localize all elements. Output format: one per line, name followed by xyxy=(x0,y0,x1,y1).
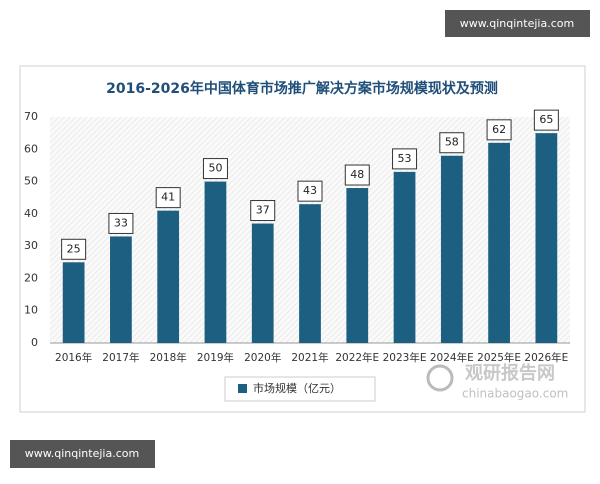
watermark-box xyxy=(10,440,155,468)
legend-label: 市场规模（亿元） xyxy=(253,381,341,395)
bar xyxy=(157,210,180,343)
logo-icon xyxy=(426,364,454,392)
chart-title: 2016-2026年中国体育市场推广解决方案市场规模现状及预测 xyxy=(106,80,498,97)
x-tick-label: 2016年 xyxy=(55,351,92,364)
value-label-box xyxy=(533,109,559,131)
x-tick-label: 2024年E xyxy=(430,351,474,364)
watermark: www.qinqintejia.com xyxy=(460,17,574,30)
bar xyxy=(251,223,274,343)
logo-url: chinabaogao.com xyxy=(462,387,568,401)
bar xyxy=(204,181,227,343)
value-label-box xyxy=(61,238,87,260)
bar xyxy=(299,204,321,343)
x-tick-label: 2017年 xyxy=(102,351,139,364)
watermark: www.qinqintejia.com xyxy=(25,447,139,460)
value-label: 43 xyxy=(303,184,317,197)
x-tick-label: 2020年 xyxy=(244,351,281,364)
value-label-box xyxy=(344,164,370,186)
value-label-box xyxy=(392,148,418,170)
bar xyxy=(535,133,558,343)
bar xyxy=(393,171,416,343)
value-label-box xyxy=(297,180,323,202)
y-tick-label: 60 xyxy=(24,142,38,155)
value-label-box xyxy=(155,187,181,209)
bar xyxy=(346,188,369,343)
logo-text: 观研报告网 xyxy=(465,362,555,384)
y-tick-label: 70 xyxy=(24,110,38,123)
y-tick-label: 0 xyxy=(31,336,38,349)
x-tick-label: 2023年E xyxy=(383,351,427,364)
x-tick-label: 2025年E xyxy=(477,351,521,364)
value-label: 41 xyxy=(161,191,175,204)
x-tick-label: 2018年 xyxy=(150,351,187,364)
value-label: 53 xyxy=(398,152,412,165)
value-label-box xyxy=(202,158,228,180)
bar xyxy=(440,155,463,343)
value-label: 62 xyxy=(492,123,506,136)
bar xyxy=(488,142,510,343)
x-tick-label: 2026年E xyxy=(524,351,568,364)
value-label: 50 xyxy=(208,162,222,175)
y-tick-label: 40 xyxy=(24,207,38,220)
x-tick-label: 2019年 xyxy=(197,351,234,364)
x-tick-label: 2021年 xyxy=(291,351,328,364)
value-label: 65 xyxy=(539,113,553,126)
value-label-box xyxy=(250,200,276,222)
y-tick-label: 10 xyxy=(24,304,38,317)
y-tick-label: 20 xyxy=(24,271,38,284)
bar xyxy=(62,262,85,343)
value-label: 58 xyxy=(445,136,459,149)
y-tick-label: 50 xyxy=(24,175,38,188)
bar xyxy=(110,236,132,343)
x-tick-label: 2022年E xyxy=(335,351,379,364)
value-label: 48 xyxy=(350,168,364,181)
value-label-box xyxy=(108,212,134,234)
value-label: 37 xyxy=(256,204,270,217)
watermark-box xyxy=(445,10,590,37)
y-tick-label: 30 xyxy=(24,239,38,252)
value-label: 33 xyxy=(114,216,128,229)
legend-swatch xyxy=(238,384,247,393)
legend xyxy=(224,376,376,402)
value-label: 25 xyxy=(67,242,81,255)
value-label-box xyxy=(439,132,465,154)
value-label-box xyxy=(486,119,512,141)
